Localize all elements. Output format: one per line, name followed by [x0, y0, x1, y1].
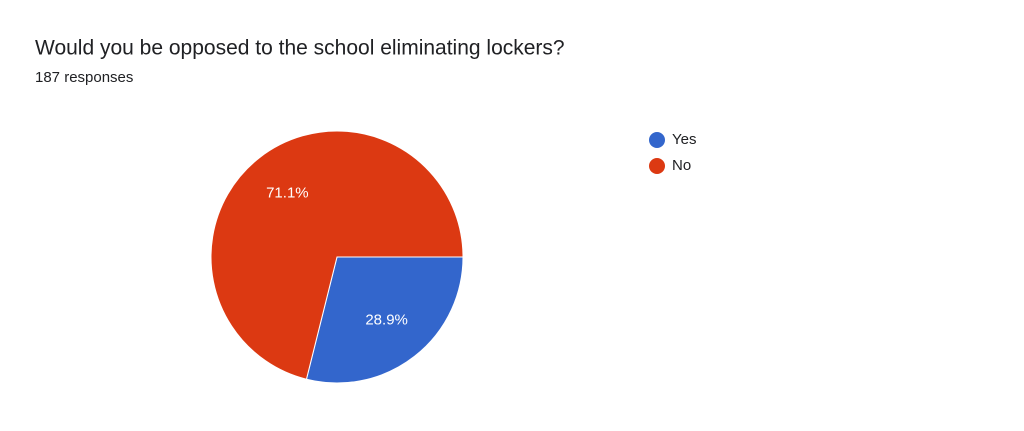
legend-swatch: [649, 132, 665, 148]
chart-subtitle: 187 responses: [35, 69, 133, 86]
legend-swatch: [649, 158, 665, 174]
chart-title: Would you be opposed to the school elimi…: [35, 37, 565, 60]
slice-label: 71.1%: [266, 184, 309, 201]
pie-slice: [210, 130, 464, 380]
legend-label: Yes: [672, 131, 696, 148]
slice-label: 28.9%: [365, 312, 408, 329]
pie-slice: [305, 256, 464, 384]
legend-label: No: [672, 157, 691, 174]
